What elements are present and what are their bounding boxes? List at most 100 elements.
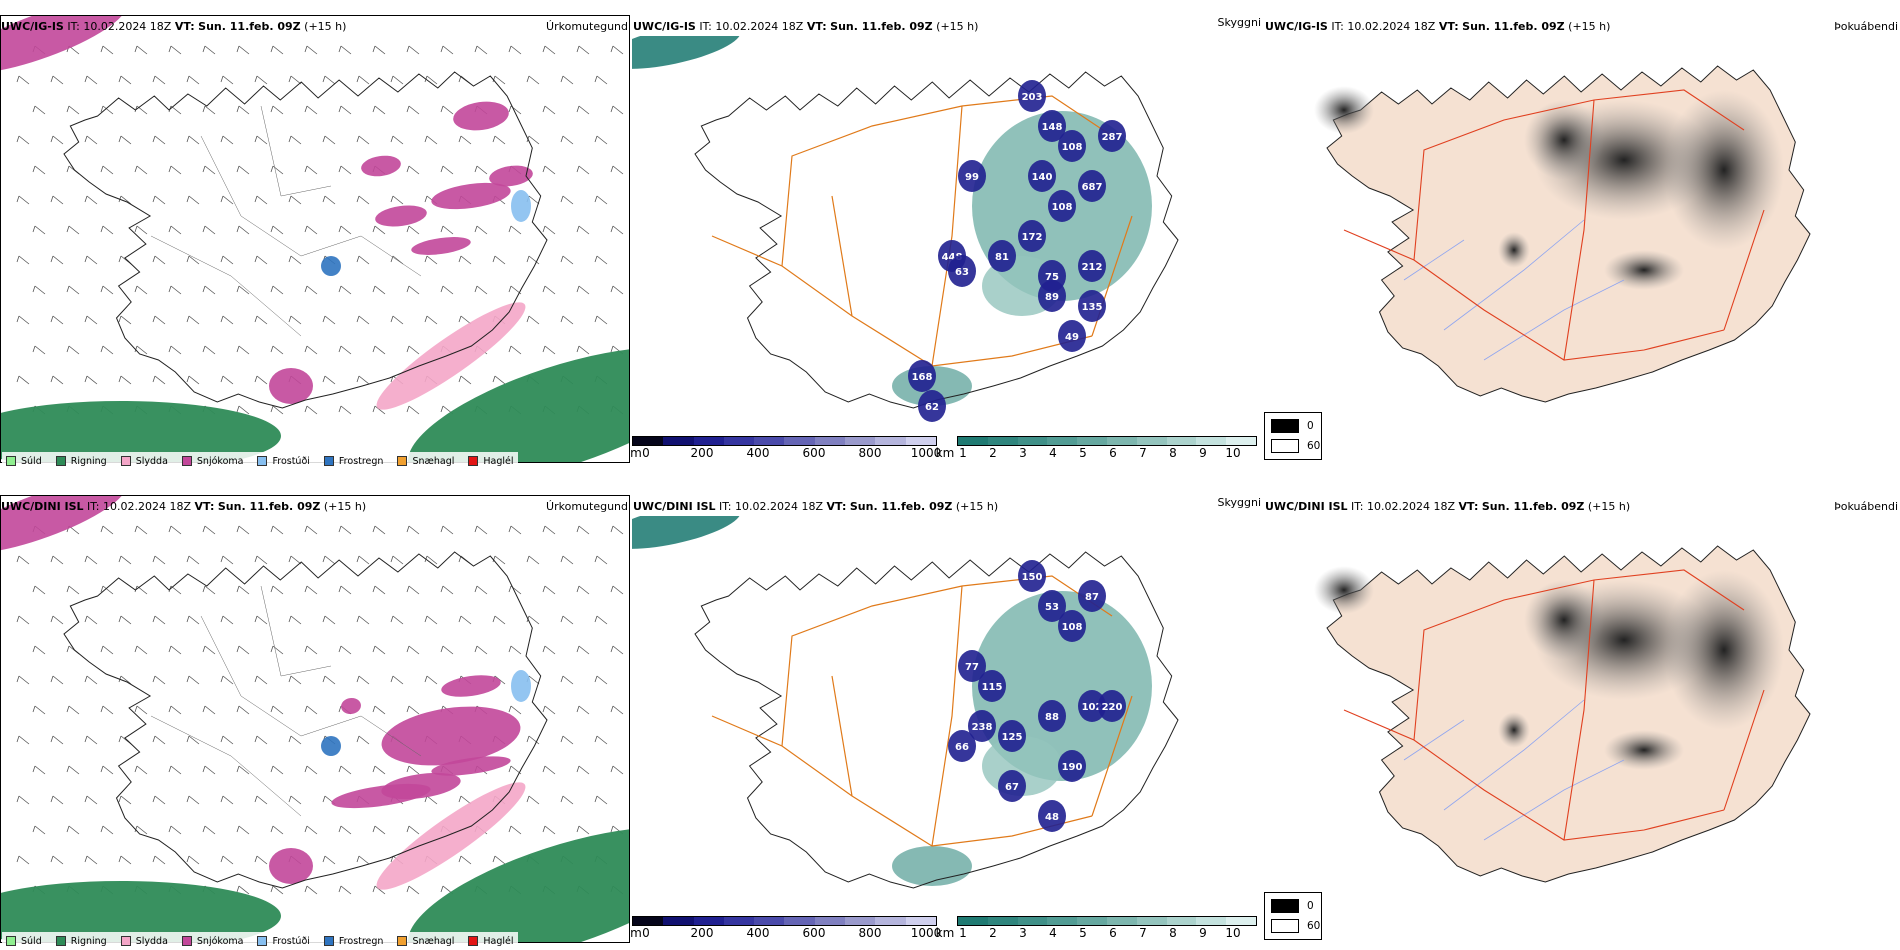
colorbar-tick: 10 (1225, 926, 1241, 940)
cloud-base-value: 172 (1022, 232, 1043, 243)
colorbar-segment (845, 437, 876, 445)
cloud-base-value: 687 (1082, 182, 1103, 193)
road-network (711, 575, 1133, 847)
legend-label: Súld (21, 935, 42, 947)
cloud-base-cell (1058, 610, 1086, 642)
precip-legend-item: Slydda (120, 935, 168, 947)
colorbar-segment (633, 917, 664, 925)
freezing-drizzle-area (511, 190, 531, 222)
colorbar-segment (987, 917, 1018, 925)
cloud-base-colorbar (632, 916, 937, 926)
colorbar-tick: 1 (959, 446, 967, 460)
cloud-base-value: 77 (965, 662, 979, 673)
colorbar-tick: 10 (1225, 446, 1241, 460)
cloud-base-value: 203 (1022, 92, 1043, 103)
rain-area (408, 347, 629, 462)
colorbar-tick: 5 (1079, 446, 1087, 460)
sleet-area (376, 302, 526, 410)
legend-label: Frostúði (272, 455, 310, 467)
snow-area (269, 848, 313, 884)
colorbar-tick: 400 (746, 926, 770, 940)
panel-header: UWC/IG-IS IT: 10.02.2024 18Z VT: Sun. 11… (1, 20, 346, 34)
visibility-area (892, 846, 972, 886)
cloud-base-cell (1058, 750, 1086, 782)
snow-area (411, 237, 471, 255)
colorbar-segment (958, 437, 988, 445)
cloud-base-value: 62 (925, 402, 939, 413)
fog-legend-item: 60 (1271, 919, 1320, 933)
cloud-base-cell (1048, 190, 1076, 222)
iceland-coastline (694, 551, 1179, 889)
legend-swatch (257, 456, 268, 466)
colorbar-segment (1226, 917, 1256, 925)
precip-type-legend: Súld Rigning Slydda Snjókoma Frostúði Frostre… (2, 932, 518, 950)
cloud-base-value: 87 (1085, 592, 1099, 603)
rain-area (408, 827, 629, 942)
colorbar-tick: 7 (1139, 446, 1147, 460)
visibility-colorbar (957, 916, 1257, 926)
cloud-base-value: 108 (1062, 142, 1083, 153)
lead-time: (+15 h) (1568, 20, 1611, 33)
colorbar-segment (1047, 437, 1078, 445)
it-label: IT: (1331, 20, 1344, 33)
vt-label: VT: (1458, 500, 1479, 513)
legend-label: Frostregn (338, 455, 384, 467)
cloud-base-cell (1018, 560, 1046, 592)
precip-legend-item: Frostregn (323, 455, 384, 467)
colorbar-segment (1226, 437, 1256, 445)
legend-label: Rigning (70, 935, 107, 947)
legend-swatch (181, 936, 192, 946)
model-name: UWC/DINI ISL (1, 500, 84, 513)
vt-label: VT: (194, 500, 215, 513)
panel-title: Skyggni (1217, 496, 1261, 509)
snow-area (375, 205, 427, 227)
snow-area (441, 675, 501, 697)
vt-value: Sun. 11.feb. 09Z (830, 20, 933, 33)
colorbar-tick: 3 (1019, 446, 1027, 460)
visibility-ticks: km 1 2 3 4 5 6 7 8 9 10 (936, 446, 1257, 460)
fog-legend-item: 60 (1271, 439, 1320, 453)
colorbar-segment (1196, 437, 1227, 445)
snow-area (431, 756, 511, 776)
model-name: UWC/IG-IS (1, 20, 64, 33)
precip-areas (1, 496, 629, 942)
it-label: IT: (87, 500, 100, 513)
cloud-base-value: 150 (1022, 572, 1043, 583)
colorbar-tick: 0 (642, 926, 650, 940)
colorbar-tick: 4 (1049, 446, 1057, 460)
colorbar-segment (905, 917, 936, 925)
colorbar-segment (1166, 917, 1197, 925)
freezing-rain-area (321, 256, 341, 276)
cloud-base-cell (1038, 280, 1066, 312)
fog-patch (1498, 712, 1530, 748)
cloud-base-cell (1058, 130, 1086, 162)
it-value: 10.02.2024 18Z (83, 20, 172, 33)
snow-area (331, 783, 431, 809)
legend-label: Slydda (135, 935, 168, 947)
legend-swatch (397, 456, 408, 466)
cloud-base-value: 88 (1045, 712, 1059, 723)
colorbar-unit: km (935, 926, 955, 940)
sleet-area (376, 782, 526, 890)
model-name: UWC/IG-IS (633, 20, 696, 33)
cloud-base-value: 81 (995, 252, 1009, 263)
cloud-base-cell (1058, 320, 1086, 352)
colorbar-segment (958, 917, 988, 925)
cloud-base-cell (958, 650, 986, 682)
cloud-base-cell (968, 710, 996, 742)
precip-type-panel: UWC/IG-IS IT: 10.02.2024 18Z VT: Sun. 11… (0, 0, 632, 470)
cloud-base-cell (958, 160, 986, 192)
cloud-visibility-panel: UWC/IG-IS IT: 10.02.2024 18Z VT: Sun. 11… (630, 0, 1264, 470)
colorbar-tick: 7 (1139, 926, 1147, 940)
colorbar-segment (875, 917, 906, 925)
colorbar-tick: 6 (1109, 446, 1117, 460)
colorbar-segment (693, 917, 724, 925)
vt-value: Sun. 11.feb. 09Z (849, 500, 953, 513)
colorbar-segment (875, 437, 906, 445)
snow-area (381, 706, 521, 766)
colorbar-tick: 800 (858, 926, 882, 940)
colorbar-segment (693, 437, 724, 445)
snow-area (341, 697, 361, 715)
snow-area (431, 182, 511, 210)
legend-swatch (1271, 419, 1299, 433)
